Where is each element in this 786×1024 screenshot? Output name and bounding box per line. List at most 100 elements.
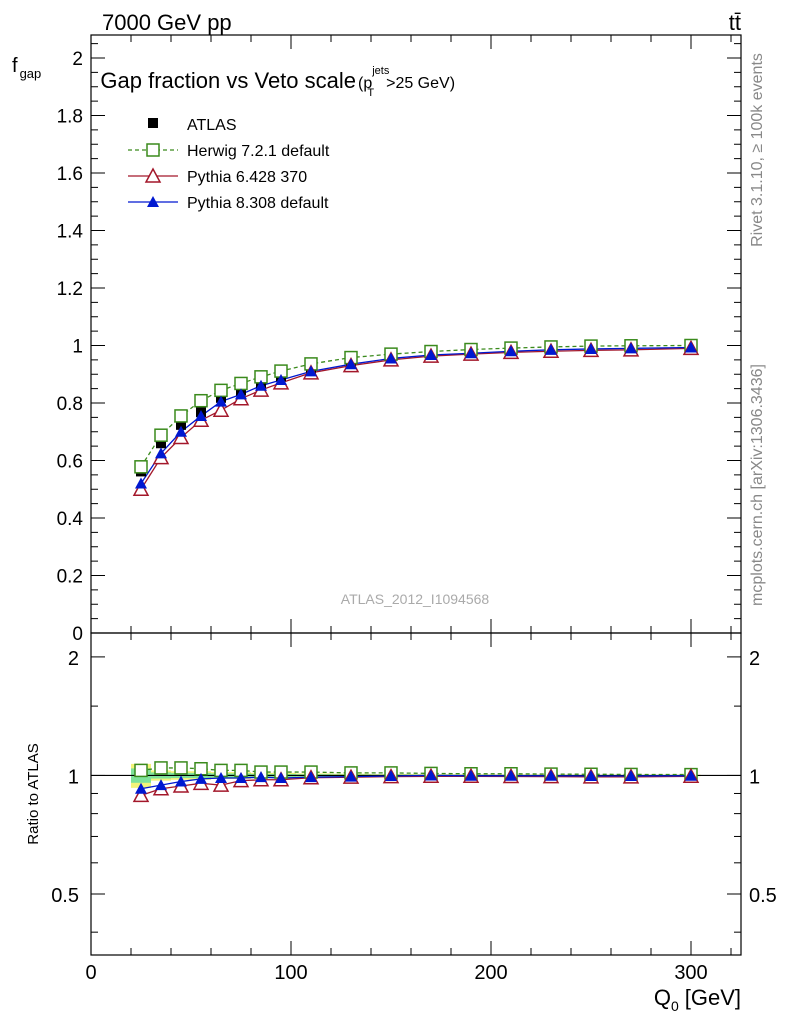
- xtick-label: 0: [85, 962, 96, 984]
- main-point-pythia-8-308-default: [305, 365, 317, 377]
- main-axis-ticks: 0 0.2 0.4 0.6 0.8 1 1.2 1.4 1.6 1.8 2: [57, 35, 741, 645]
- main-point-pythia-8-308-default: [195, 409, 207, 421]
- main-point-pythia-8-308-default: [425, 348, 437, 360]
- main-point-herwig-7-2-1-default: [194, 393, 208, 408]
- xtick-label: 300: [674, 962, 707, 984]
- legend-label-pythia6: Pythia 6.428 370: [187, 169, 307, 186]
- ratio-point-pythia-8-308-default: [135, 782, 147, 794]
- legend-item-atlas: ATLAS: [148, 117, 237, 134]
- ratio-point-pythia-8-308-default: [585, 769, 597, 781]
- main-point-pythia-8-308-default: [585, 342, 597, 354]
- legend-marker-herwig: [146, 143, 160, 157]
- ratio-point-pythia-8-308-default: [345, 770, 357, 782]
- ratio-point-pythia-8-308-default: [215, 772, 227, 784]
- title-cut-rest: >25 GeV): [386, 75, 455, 92]
- ratio-point-pythia-8-308-default: [305, 771, 317, 783]
- main-title: Gap fraction vs Veto scale: [100, 68, 356, 93]
- main-point-herwig-7-2-1-default: [214, 383, 228, 398]
- main-point-pythia-8-308-default: [135, 477, 147, 489]
- mcplots-label: mcplots.cern.ch [arXiv:1306.3436]: [749, 364, 766, 606]
- ratio-point-pythia-8-308-default: [275, 772, 287, 784]
- legend-marker-atlas: [148, 118, 158, 128]
- title-cut-sub: T: [367, 87, 374, 99]
- main-markers: [132, 338, 700, 496]
- x-axis-unit: [GeV]: [685, 985, 741, 1010]
- main-point-herwig-7-2-1-default: [234, 376, 248, 391]
- legend-label-pythia8: Pythia 8.308 default: [187, 195, 329, 212]
- main-ytick-label: 0: [72, 624, 83, 645]
- main-ytick-label: 0.4: [57, 509, 84, 530]
- main-point-pythia-8-308-default: [625, 342, 637, 354]
- ratio-point-pythia-8-308-default: [385, 769, 397, 781]
- main-ytick-label: 1.6: [57, 164, 83, 185]
- legend-item-pythia8: Pythia 8.308 default: [128, 195, 329, 212]
- ratio-point-pythia-6-428-370: [212, 776, 230, 792]
- ratio-point-herwig-7-2-1-default: [154, 761, 168, 775]
- process-label: tt̄: [729, 10, 741, 35]
- main-point-pythia-6-428-370: [132, 480, 150, 496]
- xtick-label: 200: [474, 962, 507, 984]
- ratio-frame: [90, 632, 742, 956]
- ratio-point-pythia-6-428-370: [132, 786, 150, 803]
- main-panel: 0 0.2 0.4 0.6 0.8 1 1.2 1.4 1.6 1.8 2 Gap fraction…: [12, 34, 742, 645]
- ratio-ytick-label: 1: [68, 766, 79, 788]
- ratio-axis-ticks: 0 100 200 300 0.5 0.5 1 1 2 2: [51, 633, 777, 984]
- legend-marker-pythia8: [147, 196, 159, 207]
- main-point-pythia-6-428-370: [172, 428, 190, 445]
- ratio-point-pythia-8-308-default: [425, 769, 437, 781]
- x-axis-q: Q: [654, 985, 671, 1010]
- title-cut: (pjets T >25 GeV): [358, 65, 455, 99]
- ratio-ylabel: Ratio to ATLAS: [25, 743, 42, 844]
- x-axis-sub: 0: [671, 998, 679, 1014]
- ratio-point-pythia-8-308-default: [625, 769, 637, 781]
- main-point-pythia-8-308-default: [255, 379, 267, 391]
- title-cut-sup: jets: [371, 65, 390, 77]
- main-point-pythia-8-308-default: [275, 374, 287, 385]
- legend-item-pythia6: Pythia 6.428 370: [128, 167, 307, 186]
- ratio-point-pythia-8-308-default: [505, 769, 517, 781]
- main-curves: [140, 344, 692, 490]
- main-point-pythia-6-428-370: [212, 401, 230, 417]
- main-point-pythia-8-308-default: [505, 345, 517, 357]
- main-ytick-label: 1: [72, 337, 83, 358]
- ratio-point-pythia-8-308-default: [175, 775, 187, 787]
- legend-marker-pythia6: [144, 167, 162, 183]
- main-point-pythia-8-308-default: [385, 352, 397, 364]
- main-ytick-label: 0.6: [57, 452, 83, 473]
- x-axis-label: Q0 [GeV]: [654, 985, 741, 1014]
- main-point-pythia-8-308-default: [175, 425, 187, 437]
- main-ytick-label: 1.4: [57, 222, 84, 243]
- main-point-pythia-8-308-default: [235, 388, 247, 400]
- main-line-pythia-6-428-370: [140, 347, 692, 490]
- main-ytick-label: 0.8: [57, 394, 83, 415]
- legend-label-atlas: ATLAS: [187, 117, 237, 134]
- main-point-pythia-8-308-default: [345, 358, 357, 370]
- ratio-point-pythia-8-308-default: [195, 772, 207, 784]
- main-ylabel-f: f: [12, 55, 18, 77]
- title-cut-open: (p: [358, 75, 372, 92]
- ratio-point-pythia-8-308-default: [545, 769, 557, 781]
- main-point-herwig-7-2-1-default: [154, 428, 168, 442]
- ratio-point-pythia-8-308-default: [235, 772, 247, 784]
- main-point-atlas: [176, 419, 186, 430]
- rivet-label: Rivet 3.1.10, ≥ 100k events: [749, 53, 766, 247]
- legend-label-herwig: Herwig 7.2.1 default: [187, 143, 330, 160]
- legend: ATLAS Herwig 7.2.1 default Pythia 6.428 …: [128, 117, 330, 212]
- ratio-ytick-label: 0.5: [51, 885, 79, 907]
- ratio-point-herwig-7-2-1-default: [134, 763, 148, 778]
- watermark: ATLAS_2012_I1094568: [341, 591, 490, 607]
- main-point-pythia-8-308-default: [215, 395, 227, 407]
- main-ylabel: f gap: [12, 55, 41, 81]
- ratio-ytick-label-right: 2: [749, 648, 760, 670]
- main-point-pythia-8-308-default: [545, 343, 557, 355]
- main-ytick-label: 2: [72, 49, 83, 70]
- main-point-pythia-8-308-default: [685, 341, 697, 353]
- main-ytick-label: 1.8: [57, 107, 83, 128]
- main-point-herwig-7-2-1-default: [174, 409, 188, 423]
- main-point-atlas: [156, 438, 166, 449]
- ratio-point-pythia-8-308-default: [685, 769, 697, 781]
- ratio-point-pythia-8-308-default: [465, 769, 477, 781]
- ratio-point-herwig-7-2-1-default: [174, 761, 188, 775]
